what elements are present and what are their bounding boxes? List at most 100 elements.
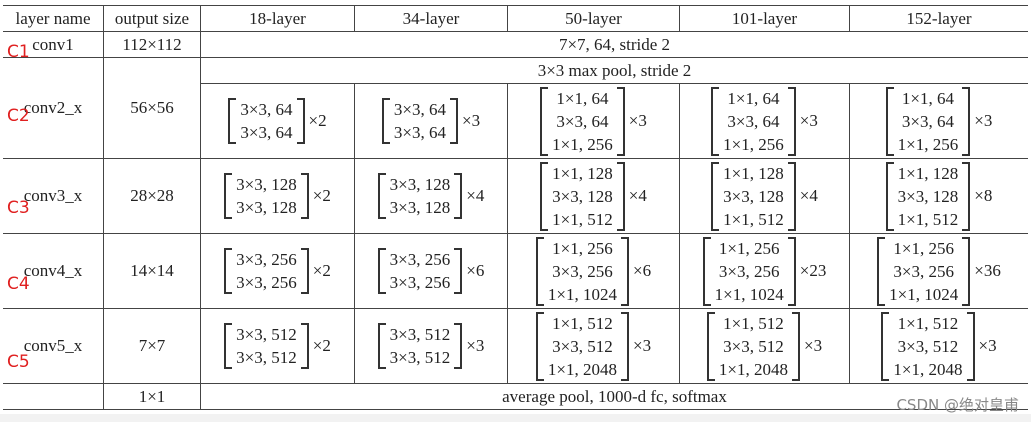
repeat-count: ×2 [312, 186, 331, 205]
layer-spec: 1×1, 512 [552, 209, 613, 229]
stage-row-conv5_x: conv5_x 7×7 3×3, 512 3×3, 512 ×2 3×3, 512 3×3,… [3, 308, 1028, 384]
block-spec: 1×1, 64 3×3, 64 1×1, 256 ×3 [711, 86, 818, 156]
block-cell: 1×1, 256 3×3, 256 1×1, 1024 ×36 [849, 233, 1028, 309]
layer-spec: 3×3, 512 [389, 348, 451, 367]
output-size: 56×56 [103, 57, 201, 159]
block-spec: 1×1, 128 3×3, 128 1×1, 512 ×4 [711, 161, 818, 231]
block-cell: 1×1, 512 3×3, 512 1×1, 2048 ×3 [679, 308, 850, 384]
layer-spec: 3×3, 128 [897, 186, 959, 206]
block-cell: 1×1, 64 3×3, 64 1×1, 256 ×3 [507, 83, 680, 159]
output-size: 112×112 [103, 31, 201, 58]
block-cell: 1×1, 64 3×3, 64 1×1, 256 ×3 [849, 83, 1028, 159]
block-spec: 3×3, 256 3×3, 256 ×6 [377, 248, 484, 294]
bracket-matrix: 3×3, 64 3×3, 64 [228, 98, 305, 144]
block-cell: 3×3, 512 3×3, 512 ×2 [200, 308, 355, 384]
layer-spec: 3×3, 256 [236, 250, 297, 269]
header-cell: 34-layer [354, 5, 508, 32]
repeat-count: ×3 [974, 111, 993, 130]
block-spec: 3×3, 64 3×3, 64 ×3 [381, 98, 480, 144]
output-size: 7×7 [103, 308, 201, 384]
layer-spec: 1×1, 2048 [718, 359, 788, 379]
block-cell: 3×3, 512 3×3, 512 ×3 [354, 308, 508, 384]
layer-spec: 3×3, 64 [901, 111, 954, 131]
block-spec: 1×1, 128 3×3, 128 1×1, 512 ×4 [540, 161, 647, 231]
bracket-matrix: 3×3, 64 3×3, 64 [381, 98, 458, 144]
layer-spec: 3×3, 64 [240, 100, 293, 119]
repeat-count: ×23 [799, 261, 827, 280]
header-row: layer name output size 18-layer 34-layer… [3, 5, 1028, 32]
layer-spec: 3×3, 128 [389, 198, 451, 217]
repeat-count: ×2 [308, 111, 327, 130]
block-cell: 1×1, 128 3×3, 128 1×1, 512 ×8 [849, 158, 1028, 234]
layer-spec: 1×1, 512 [897, 209, 959, 229]
annotation-c5: C5 [7, 352, 30, 372]
bottom-strip [0, 414, 1031, 422]
block-cell: 3×3, 128 3×3, 128 ×4 [354, 158, 508, 234]
layer-spec: 3×3, 512 [236, 348, 297, 367]
layer-name: conv2_x [3, 57, 104, 159]
layer-spec: 1×1, 64 [901, 88, 954, 108]
layer-spec: 3×3, 256 [389, 273, 451, 292]
bracket-matrix: 1×1, 512 3×3, 512 1×1, 2048 [706, 311, 800, 381]
layer-spec: 1×1, 512 [897, 313, 959, 333]
layer-name [3, 383, 104, 410]
layer-spec: 1×1, 2048 [893, 359, 963, 379]
header-cell: layer name [3, 5, 104, 32]
repeat-count: ×6 [633, 261, 652, 280]
conv1-spec: 7×7, 64, stride 2 [200, 31, 1028, 58]
layer-spec: 1×1, 512 [723, 209, 784, 229]
annotation-c2: C2 [7, 106, 30, 126]
layer-spec: 3×3, 256 [893, 261, 954, 281]
repeat-count: ×3 [633, 336, 652, 355]
layer-spec: 1×1, 1024 [714, 284, 784, 304]
repeat-count: ×2 [312, 261, 331, 280]
block-cell: 3×3, 256 3×3, 256 ×6 [354, 233, 508, 309]
layer-spec: 3×3, 128 [389, 175, 451, 194]
layer-spec: 3×3, 512 [552, 336, 613, 356]
layer-spec: 3×3, 64 [240, 123, 293, 142]
header-cell: 50-layer [507, 5, 680, 32]
resnet-architecture-table: layer name output size 18-layer 34-layer… [3, 5, 1028, 410]
repeat-count: ×8 [974, 186, 993, 205]
layer-spec: 3×3, 128 [236, 175, 297, 194]
block-spec: 1×1, 256 3×3, 256 1×1, 1024 ×23 [702, 236, 827, 306]
block-spec: 1×1, 512 3×3, 512 1×1, 2048 ×3 [881, 311, 997, 381]
repeat-count: ×4 [799, 186, 818, 205]
repeat-count: ×3 [799, 111, 818, 130]
block-spec: 3×3, 512 3×3, 512 ×3 [377, 323, 484, 369]
output-size: 1×1 [103, 383, 201, 410]
layer-spec: 3×3, 512 [723, 336, 784, 356]
bracket-matrix: 1×1, 256 3×3, 256 1×1, 1024 [877, 236, 971, 306]
bracket-matrix: 1×1, 128 3×3, 128 1×1, 512 [540, 161, 625, 231]
maxpool-row: conv2_x 56×56 3×3 max pool, stride 2 [3, 57, 1028, 159]
stage-row-conv3_x: conv3_x 28×28 3×3, 128 3×3, 128 ×2 3×3, 128 3×… [3, 158, 1028, 234]
repeat-count: ×3 [628, 111, 647, 130]
layer-spec: 3×3, 256 [236, 273, 297, 292]
layer-spec: 3×3, 64 [727, 111, 780, 131]
block-spec: 3×3, 64 3×3, 64 ×2 [228, 98, 327, 144]
block-spec: 3×3, 256 3×3, 256 ×2 [224, 248, 331, 294]
annotation-c3: C3 [7, 198, 30, 218]
layer-spec: 1×1, 256 [552, 134, 613, 154]
block-cell: 3×3, 64 3×3, 64 ×2 [200, 83, 355, 159]
layer-spec: 1×1, 64 [556, 88, 609, 108]
bracket-matrix: 3×3, 512 3×3, 512 [224, 323, 309, 369]
layer-spec: 1×1, 256 [897, 134, 959, 154]
header-cell: 152-layer [849, 5, 1028, 32]
conv1-row: conv1 112×112 7×7, 64, stride 2 [3, 31, 1028, 58]
repeat-count: ×3 [804, 336, 823, 355]
block-cell: 3×3, 256 3×3, 256 ×2 [200, 233, 355, 309]
block-spec: 1×1, 512 3×3, 512 1×1, 2048 ×3 [706, 311, 823, 381]
bracket-matrix: 3×3, 128 3×3, 128 [377, 173, 463, 219]
layer-spec: 3×3, 128 [552, 186, 613, 206]
repeat-count: ×2 [312, 336, 331, 355]
final-row: 1×1 average pool, 1000-d fc, softmax [3, 383, 1028, 410]
annotation-c4: C4 [7, 274, 30, 294]
repeat-count: ×36 [974, 261, 1001, 280]
layer-spec: 3×3, 256 [389, 250, 451, 269]
bracket-matrix: 1×1, 64 3×3, 64 1×1, 256 [885, 86, 971, 156]
block-cell: 1×1, 64 3×3, 64 1×1, 256 ×3 [679, 83, 850, 159]
annotation-c1: C1 [7, 42, 30, 62]
bracket-matrix: 3×3, 256 3×3, 256 [377, 248, 463, 294]
block-cell: 1×1, 512 3×3, 512 1×1, 2048 ×3 [849, 308, 1028, 384]
